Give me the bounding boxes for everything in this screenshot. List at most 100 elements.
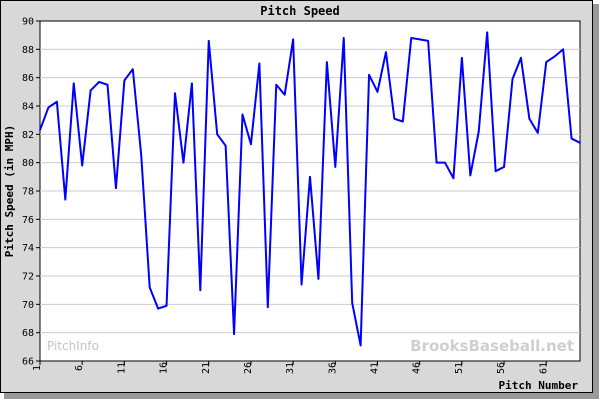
data-point bbox=[191, 82, 193, 85]
data-point bbox=[258, 62, 261, 65]
data-point bbox=[326, 61, 328, 63]
data-point bbox=[486, 31, 488, 34]
y-tick-label: 66 bbox=[22, 357, 34, 368]
series-layer bbox=[39, 31, 581, 347]
data-point bbox=[342, 37, 345, 39]
data-point bbox=[402, 120, 404, 123]
data-point bbox=[233, 333, 235, 335]
data-point bbox=[81, 164, 83, 167]
data-point bbox=[174, 92, 176, 95]
y-tick-label: 82 bbox=[22, 130, 34, 141]
x-tick-label: 6 bbox=[74, 365, 85, 371]
y-tick-label: 84 bbox=[22, 102, 34, 113]
data-point bbox=[300, 283, 303, 286]
data-point bbox=[140, 154, 143, 157]
data-point bbox=[427, 40, 429, 42]
data-point bbox=[64, 198, 67, 201]
data-point bbox=[47, 106, 50, 109]
x-axis-label: Pitch Number bbox=[499, 379, 579, 392]
frame-shadow-bottom bbox=[4, 393, 599, 399]
y-tick-label: 74 bbox=[22, 243, 34, 254]
data-point bbox=[562, 48, 564, 51]
grid-layer bbox=[36, 20, 580, 365]
y-tick-label: 88 bbox=[22, 45, 34, 56]
data-point bbox=[98, 81, 100, 83]
data-point bbox=[435, 161, 438, 164]
data-point bbox=[418, 38, 421, 41]
data-point bbox=[148, 286, 151, 289]
x-tick-label: 1 bbox=[32, 365, 43, 371]
data-point bbox=[410, 37, 413, 39]
x-tick-label: 26 bbox=[243, 362, 254, 374]
data-point bbox=[545, 61, 548, 63]
x-tick-label: 51 bbox=[454, 362, 465, 374]
data-point bbox=[461, 57, 463, 59]
x-tick-label: 16 bbox=[159, 362, 170, 374]
x-tick-labels: 1 6 11 16 21 26 31 36 41 46 51 56 61 bbox=[32, 362, 549, 374]
x-tick-label: 46 bbox=[412, 362, 423, 374]
data-point bbox=[283, 93, 286, 96]
data-point bbox=[267, 306, 269, 308]
y-tick-label: 78 bbox=[22, 187, 34, 198]
data-point bbox=[39, 129, 41, 131]
y-axis-label: Pitch Speed (in MPH) bbox=[3, 125, 16, 257]
y-tick-label: 68 bbox=[22, 328, 34, 339]
chart-title: Pitch Speed bbox=[260, 4, 339, 18]
y-tick-labels: 66 68 70 72 74 76 78 80 82 84 86 88 90 bbox=[22, 17, 34, 368]
data-point bbox=[334, 166, 337, 168]
x-tick-label: 61 bbox=[538, 362, 549, 374]
y-tick-label: 72 bbox=[22, 272, 34, 283]
data-point bbox=[376, 91, 379, 93]
data-point bbox=[477, 130, 480, 133]
data-point bbox=[309, 176, 311, 178]
y-tick-label: 90 bbox=[22, 17, 34, 28]
x-tick-label: 56 bbox=[496, 362, 507, 374]
data-point bbox=[317, 278, 320, 280]
data-point bbox=[182, 161, 185, 164]
data-point bbox=[385, 51, 387, 53]
data-point bbox=[553, 55, 556, 58]
data-point bbox=[511, 78, 514, 80]
data-point bbox=[469, 174, 472, 177]
data-point bbox=[199, 289, 202, 291]
data-point bbox=[165, 304, 168, 307]
data-point bbox=[216, 133, 218, 136]
y-tick-label: 76 bbox=[22, 215, 34, 226]
data-point bbox=[132, 68, 134, 70]
y-tick-label: 70 bbox=[22, 300, 34, 311]
data-point bbox=[250, 143, 252, 146]
data-point bbox=[351, 302, 353, 304]
data-point bbox=[393, 117, 396, 120]
data-point bbox=[452, 177, 455, 180]
data-point bbox=[224, 144, 227, 147]
x-tick-label: 21 bbox=[201, 362, 212, 374]
data-point bbox=[275, 83, 278, 86]
data-point bbox=[359, 344, 362, 347]
data-point bbox=[89, 89, 92, 92]
data-point bbox=[123, 79, 126, 82]
data-point bbox=[72, 82, 75, 85]
data-point bbox=[520, 57, 522, 59]
y-tick-label: 86 bbox=[22, 73, 34, 84]
data-point bbox=[503, 166, 505, 168]
data-point bbox=[444, 161, 446, 164]
data-point bbox=[115, 187, 117, 189]
brooksbaseball-watermark: BrooksBaseball.net bbox=[410, 337, 574, 355]
data-point bbox=[570, 137, 573, 140]
data-point bbox=[292, 38, 294, 41]
data-point bbox=[528, 117, 531, 120]
data-point bbox=[241, 113, 244, 116]
x-tick-label: 41 bbox=[370, 362, 381, 374]
data-point bbox=[157, 307, 159, 310]
data-point bbox=[368, 74, 370, 76]
x-tick-label: 36 bbox=[327, 362, 338, 374]
data-point bbox=[106, 83, 109, 86]
data-point bbox=[207, 40, 210, 42]
x-tick-label: 11 bbox=[116, 362, 127, 374]
data-point bbox=[579, 142, 581, 144]
x-tick-label: 31 bbox=[285, 362, 296, 374]
data-point bbox=[494, 170, 497, 172]
y-tick-label: 80 bbox=[22, 158, 34, 169]
